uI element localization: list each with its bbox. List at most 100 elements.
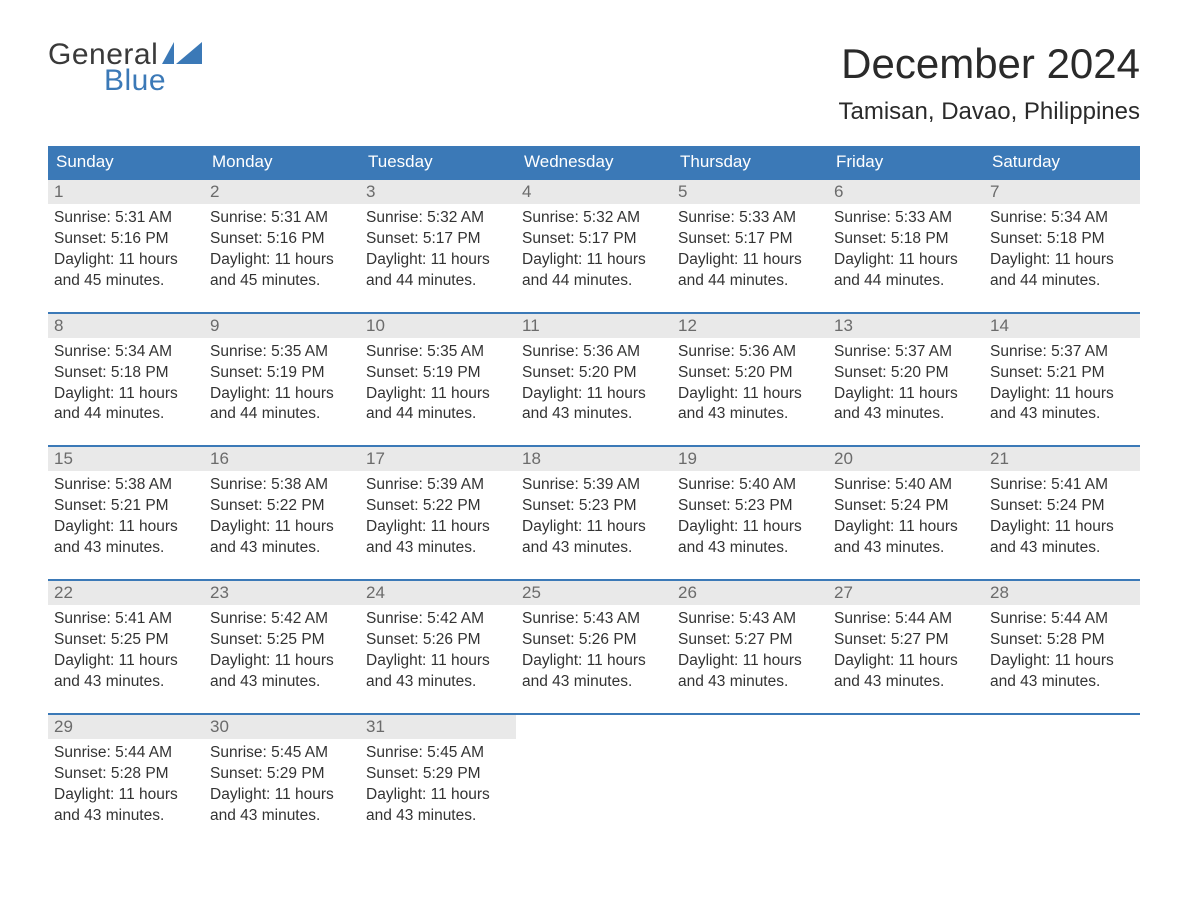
day-details: Sunrise: 5:41 AMSunset: 5:25 PMDaylight:… [48, 605, 204, 695]
day-cell: 24Sunrise: 5:42 AMSunset: 5:26 PMDayligh… [360, 581, 516, 695]
day-sunrise: Sunrise: 5:35 AM [366, 342, 510, 363]
day-sunset: Sunset: 5:27 PM [834, 630, 978, 651]
weekday-header: Saturday [984, 146, 1140, 178]
day-sunset: Sunset: 5:23 PM [522, 496, 666, 517]
day-d2: and 43 minutes. [522, 538, 666, 559]
day-number: 21 [984, 447, 1140, 471]
day-cell: 13Sunrise: 5:37 AMSunset: 5:20 PMDayligh… [828, 314, 984, 428]
day-cell: 3Sunrise: 5:32 AMSunset: 5:17 PMDaylight… [360, 180, 516, 294]
day-d2: and 43 minutes. [990, 672, 1134, 693]
day-sunset: Sunset: 5:24 PM [990, 496, 1134, 517]
day-details: Sunrise: 5:36 AMSunset: 5:20 PMDaylight:… [672, 338, 828, 428]
day-sunrise: Sunrise: 5:34 AM [54, 342, 198, 363]
day-cell: 28Sunrise: 5:44 AMSunset: 5:28 PMDayligh… [984, 581, 1140, 695]
day-cell [516, 715, 672, 829]
day-d2: and 44 minutes. [366, 271, 510, 292]
day-sunrise: Sunrise: 5:40 AM [678, 475, 822, 496]
day-d2: and 43 minutes. [210, 806, 354, 827]
day-details: Sunrise: 5:35 AMSunset: 5:19 PMDaylight:… [204, 338, 360, 428]
day-sunrise: Sunrise: 5:41 AM [54, 609, 198, 630]
day-sunrise: Sunrise: 5:38 AM [54, 475, 198, 496]
day-sunset: Sunset: 5:22 PM [366, 496, 510, 517]
day-details: Sunrise: 5:31 AMSunset: 5:16 PMDaylight:… [48, 204, 204, 294]
day-d1: Daylight: 11 hours [678, 651, 822, 672]
day-cell: 26Sunrise: 5:43 AMSunset: 5:27 PMDayligh… [672, 581, 828, 695]
day-details: Sunrise: 5:36 AMSunset: 5:20 PMDaylight:… [516, 338, 672, 428]
day-details: Sunrise: 5:44 AMSunset: 5:28 PMDaylight:… [48, 739, 204, 829]
day-number: 8 [48, 314, 204, 338]
day-cell: 18Sunrise: 5:39 AMSunset: 5:23 PMDayligh… [516, 447, 672, 561]
day-number: 15 [48, 447, 204, 471]
day-number: 18 [516, 447, 672, 471]
weekday-header: Tuesday [360, 146, 516, 178]
day-number: 22 [48, 581, 204, 605]
week-row: 15Sunrise: 5:38 AMSunset: 5:21 PMDayligh… [48, 445, 1140, 561]
day-number: 16 [204, 447, 360, 471]
day-details: Sunrise: 5:44 AMSunset: 5:27 PMDaylight:… [828, 605, 984, 695]
day-sunset: Sunset: 5:18 PM [54, 363, 198, 384]
day-cell: 2Sunrise: 5:31 AMSunset: 5:16 PMDaylight… [204, 180, 360, 294]
day-sunrise: Sunrise: 5:35 AM [210, 342, 354, 363]
day-details: Sunrise: 5:33 AMSunset: 5:18 PMDaylight:… [828, 204, 984, 294]
day-sunset: Sunset: 5:24 PM [834, 496, 978, 517]
day-details: Sunrise: 5:32 AMSunset: 5:17 PMDaylight:… [516, 204, 672, 294]
day-d1: Daylight: 11 hours [990, 651, 1134, 672]
day-d1: Daylight: 11 hours [54, 250, 198, 271]
day-details: Sunrise: 5:44 AMSunset: 5:28 PMDaylight:… [984, 605, 1140, 695]
day-d1: Daylight: 11 hours [522, 651, 666, 672]
day-sunrise: Sunrise: 5:45 AM [366, 743, 510, 764]
day-sunset: Sunset: 5:28 PM [990, 630, 1134, 651]
brand-logo: General Blue [48, 40, 202, 96]
day-details: Sunrise: 5:37 AMSunset: 5:21 PMDaylight:… [984, 338, 1140, 428]
day-d1: Daylight: 11 hours [834, 384, 978, 405]
day-sunrise: Sunrise: 5:34 AM [990, 208, 1134, 229]
header: General Blue December 2024 Tamisan, Dava… [48, 40, 1140, 138]
day-d1: Daylight: 11 hours [834, 250, 978, 271]
day-details: Sunrise: 5:32 AMSunset: 5:17 PMDaylight:… [360, 204, 516, 294]
day-sunset: Sunset: 5:20 PM [834, 363, 978, 384]
title-block: December 2024 Tamisan, Davao, Philippine… [839, 40, 1141, 138]
week-row: 1Sunrise: 5:31 AMSunset: 5:16 PMDaylight… [48, 178, 1140, 294]
day-sunrise: Sunrise: 5:39 AM [522, 475, 666, 496]
day-d2: and 45 minutes. [54, 271, 198, 292]
day-cell: 20Sunrise: 5:40 AMSunset: 5:24 PMDayligh… [828, 447, 984, 561]
day-cell [984, 715, 1140, 829]
day-cell: 6Sunrise: 5:33 AMSunset: 5:18 PMDaylight… [828, 180, 984, 294]
day-details: Sunrise: 5:39 AMSunset: 5:23 PMDaylight:… [516, 471, 672, 561]
day-sunset: Sunset: 5:17 PM [678, 229, 822, 250]
day-sunrise: Sunrise: 5:40 AM [834, 475, 978, 496]
day-cell: 25Sunrise: 5:43 AMSunset: 5:26 PMDayligh… [516, 581, 672, 695]
day-d2: and 43 minutes. [54, 672, 198, 693]
day-number: 13 [828, 314, 984, 338]
day-sunset: Sunset: 5:26 PM [366, 630, 510, 651]
day-number: 19 [672, 447, 828, 471]
day-sunset: Sunset: 5:29 PM [366, 764, 510, 785]
day-d1: Daylight: 11 hours [366, 384, 510, 405]
day-cell [672, 715, 828, 829]
location: Tamisan, Davao, Philippines [839, 98, 1141, 126]
day-details: Sunrise: 5:37 AMSunset: 5:20 PMDaylight:… [828, 338, 984, 428]
day-cell: 5Sunrise: 5:33 AMSunset: 5:17 PMDaylight… [672, 180, 828, 294]
day-d1: Daylight: 11 hours [834, 651, 978, 672]
day-sunrise: Sunrise: 5:43 AM [678, 609, 822, 630]
day-cell: 4Sunrise: 5:32 AMSunset: 5:17 PMDaylight… [516, 180, 672, 294]
day-d1: Daylight: 11 hours [54, 517, 198, 538]
day-d1: Daylight: 11 hours [210, 517, 354, 538]
day-number: 23 [204, 581, 360, 605]
day-d2: and 43 minutes. [54, 538, 198, 559]
day-sunrise: Sunrise: 5:39 AM [366, 475, 510, 496]
day-sunset: Sunset: 5:20 PM [678, 363, 822, 384]
day-sunrise: Sunrise: 5:37 AM [990, 342, 1134, 363]
day-number: 28 [984, 581, 1140, 605]
day-d2: and 43 minutes. [834, 672, 978, 693]
day-sunrise: Sunrise: 5:41 AM [990, 475, 1134, 496]
day-number: 10 [360, 314, 516, 338]
day-sunrise: Sunrise: 5:33 AM [834, 208, 978, 229]
day-d1: Daylight: 11 hours [990, 517, 1134, 538]
day-d2: and 43 minutes. [210, 538, 354, 559]
day-cell: 9Sunrise: 5:35 AMSunset: 5:19 PMDaylight… [204, 314, 360, 428]
day-cell: 22Sunrise: 5:41 AMSunset: 5:25 PMDayligh… [48, 581, 204, 695]
day-cell: 21 Sunrise: 5:41 AMSunset: 5:24 PMDayligh… [984, 447, 1140, 561]
day-sunset: Sunset: 5:27 PM [678, 630, 822, 651]
day-sunrise: Sunrise: 5:42 AM [210, 609, 354, 630]
